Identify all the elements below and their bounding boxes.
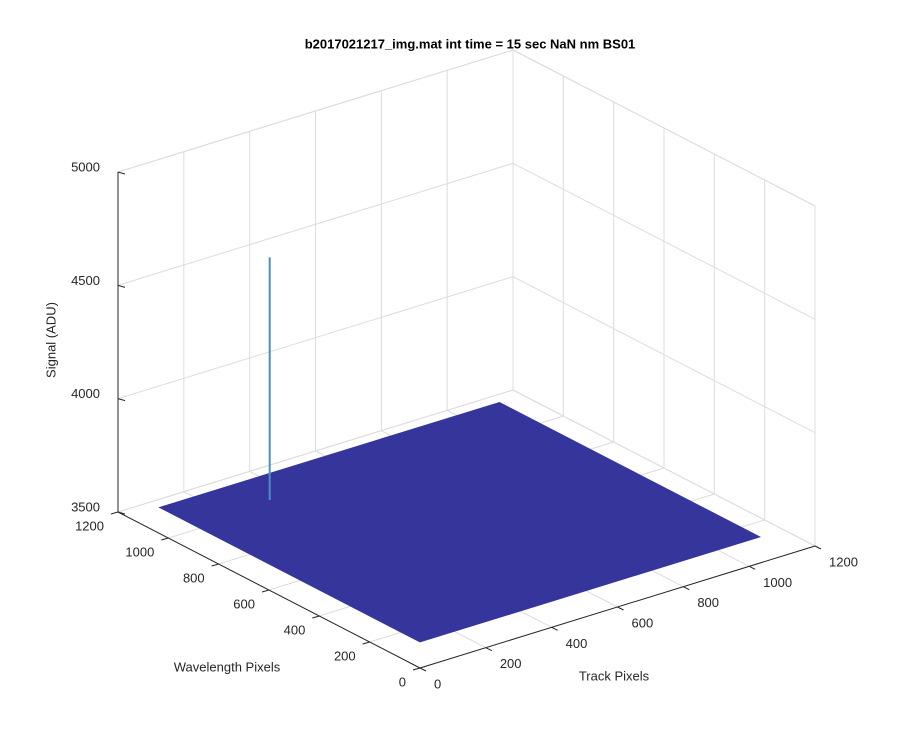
grid-line [512,389,816,547]
x-tick-label: 0 [434,676,441,691]
x-tick [683,586,690,591]
z-tick [117,511,126,515]
x-axis-label: Track Pixels [579,668,650,683]
box-edge [512,49,816,207]
y-tick [161,537,169,541]
y-tick-label: 1000 [125,544,154,559]
x-tick-label: 600 [632,615,654,630]
z-tick [117,398,126,402]
y-tick-label: 0 [399,674,406,689]
y-tick [110,511,119,515]
x-tick [551,626,558,631]
grid-line [512,276,816,434]
x-tick-label: 200 [500,656,522,671]
y-tick-label: 1200 [75,518,104,533]
z-tick-label: 4000 [71,386,100,401]
grid-line [117,162,514,286]
x-tick [485,647,493,652]
grid-line [117,276,514,400]
y-tick-label: 200 [334,648,356,663]
x-tick-label: 800 [697,595,719,610]
grid-line [512,162,816,320]
z-tick-label: 5000 [71,159,100,174]
y-tick [412,667,421,671]
y-tick-label: 600 [233,596,255,611]
y-tick [362,641,370,645]
box-edge [117,49,514,173]
y-tick [312,615,320,619]
surface [158,401,762,643]
y-tick-label: 400 [284,622,306,637]
x-tick-label: 1000 [763,575,792,590]
y-tick-label: 800 [183,570,205,585]
x-tick [617,606,624,611]
x-tick-label: 400 [566,636,588,651]
z-tick [117,284,126,288]
z-tick [117,171,126,175]
y-tick [211,563,219,567]
grid-line [117,389,514,513]
chart-title: b2017021217_img.mat int time = 15 sec Na… [305,36,636,51]
x-tick-label: 1200 [829,554,858,569]
y-tick [261,589,270,593]
y-axis-label: Wavelength Pixels [174,659,281,674]
x-tick [814,545,822,550]
z-axis-label: Signal (ADU) [43,302,58,378]
x-tick [419,667,427,672]
z-tick-label: 4500 [71,273,100,288]
z-tick-label: 3500 [71,499,100,514]
x-tick [748,565,756,570]
